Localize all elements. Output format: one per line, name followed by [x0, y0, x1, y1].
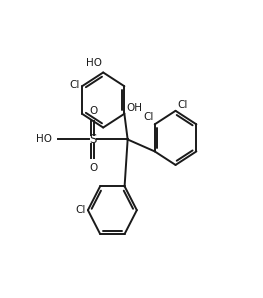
Text: OH: OH: [127, 103, 143, 113]
Text: HO: HO: [86, 58, 102, 68]
Text: O: O: [89, 163, 97, 173]
Text: S: S: [89, 133, 97, 146]
Text: Cl: Cl: [75, 205, 85, 215]
Text: HO: HO: [36, 134, 52, 145]
Text: Cl: Cl: [143, 112, 154, 122]
Text: Cl: Cl: [69, 80, 80, 90]
Text: O: O: [89, 106, 97, 116]
Text: Cl: Cl: [178, 100, 188, 110]
